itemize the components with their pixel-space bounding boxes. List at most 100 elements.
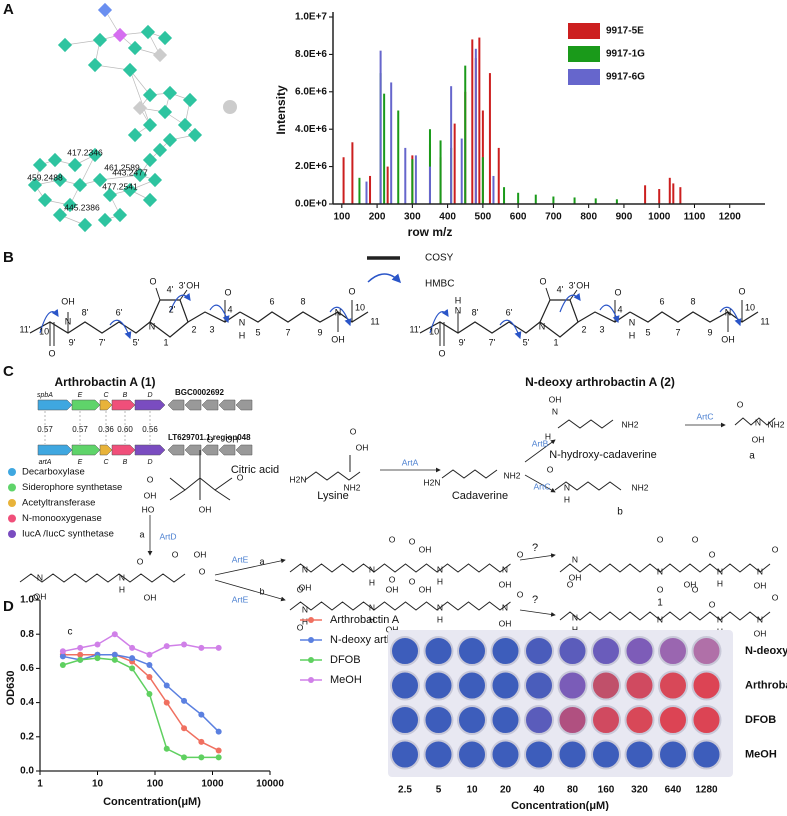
- atom-label: H: [564, 494, 570, 504]
- peak: [503, 187, 506, 204]
- atom-label: OH: [754, 580, 767, 590]
- well: [423, 739, 454, 770]
- reaction-arrow: [524, 439, 556, 463]
- well: [557, 705, 588, 735]
- network-node: [223, 100, 237, 114]
- series-line: [62, 633, 219, 656]
- point: [163, 699, 170, 706]
- hmbc-arrow: [499, 319, 522, 340]
- legend-dot: [8, 530, 16, 538]
- atom-label: N: [572, 554, 578, 564]
- ring: [149, 299, 189, 338]
- atom-label: N: [37, 572, 43, 582]
- hmbc-arrow: [599, 304, 620, 324]
- legend-label: Acetyltransferase: [22, 498, 95, 509]
- compound-label: c: [68, 627, 73, 638]
- atom-label: O: [567, 579, 574, 589]
- well: [490, 636, 521, 666]
- atom-label: OH: [186, 280, 200, 290]
- atom-label: 9': [69, 337, 76, 347]
- peak: [453, 123, 456, 204]
- atom-label: O: [297, 584, 304, 594]
- gene-arrow: [37, 399, 73, 411]
- compound-label: 1: [657, 598, 663, 609]
- peak: [414, 155, 417, 204]
- point: [181, 641, 188, 648]
- unknown-step: ?: [532, 542, 538, 554]
- atom-label: 11: [370, 316, 379, 326]
- well: [557, 739, 588, 770]
- hmbc-arrow: [39, 309, 59, 334]
- atom-label: OH: [419, 544, 432, 554]
- hmbc-legend: [367, 273, 402, 284]
- atom-label: H: [572, 624, 578, 634]
- atom-label: N: [369, 602, 375, 612]
- legend-marker: [308, 657, 314, 663]
- atom-label: N: [629, 317, 636, 327]
- well: [390, 739, 420, 770]
- atom-label: 5': [523, 337, 530, 347]
- network-node: [132, 167, 148, 183]
- peak: [464, 65, 467, 205]
- atom-label: H: [437, 576, 443, 586]
- well: [423, 705, 454, 735]
- x-tick-label: 10000: [256, 779, 284, 790]
- network-node: [97, 212, 113, 228]
- point: [77, 644, 84, 651]
- atom-label: N: [657, 614, 663, 624]
- atom-label: 7': [489, 337, 496, 347]
- column-label: 640: [665, 785, 682, 796]
- well: [557, 636, 588, 666]
- atom-label: O: [224, 287, 231, 297]
- peak: [428, 166, 431, 204]
- gene-name: B: [123, 459, 128, 466]
- gene-arrow: [184, 444, 202, 456]
- point: [181, 754, 188, 761]
- network-node: [187, 127, 203, 143]
- network-node: [47, 152, 63, 168]
- point: [198, 754, 205, 761]
- atom-label: O: [237, 472, 244, 482]
- x-axis-label: row m/z: [408, 225, 453, 239]
- unknown-step: ?: [532, 594, 538, 606]
- legend-swatch: [568, 69, 600, 85]
- cluster-id: LT629701.1.region048: [168, 433, 251, 442]
- gene-arrow: [184, 399, 202, 411]
- molecule-bond: [441, 469, 498, 479]
- column-label: 80: [567, 785, 579, 796]
- atom-label: NH2: [343, 482, 360, 492]
- atom-label: OH: [684, 579, 697, 589]
- atom-label: O: [438, 348, 445, 358]
- atom-label: O: [172, 549, 179, 559]
- y-axis-label: OD630: [5, 671, 17, 706]
- peak: [342, 157, 345, 204]
- point: [181, 725, 188, 732]
- reaction-arrow: [519, 553, 556, 561]
- network-node: [147, 172, 163, 188]
- network-node: [127, 40, 143, 56]
- identity: 0.60: [117, 425, 133, 434]
- well: [624, 705, 655, 735]
- x-tick-label: 1200: [719, 212, 742, 223]
- point: [94, 641, 101, 648]
- network-node: [142, 192, 158, 208]
- point: [163, 682, 170, 689]
- molecule-bond: [557, 419, 614, 429]
- x-tick-label: 800: [580, 212, 597, 223]
- gene-arrow: [167, 444, 185, 456]
- bond: [187, 311, 241, 323]
- atom-label: 4': [557, 284, 564, 294]
- y-tick-label: 0.4: [20, 697, 34, 708]
- atom-label: N: [455, 305, 462, 315]
- atom-label: 2: [581, 324, 586, 334]
- ring: [539, 299, 579, 338]
- y-tick-label: 0.6: [20, 663, 34, 674]
- enzyme-label: ArtD: [160, 531, 177, 541]
- atom-label: N: [539, 321, 546, 331]
- atom-label: N: [302, 604, 308, 614]
- point: [111, 656, 118, 663]
- compound-label: a: [749, 451, 755, 462]
- well: [691, 636, 722, 666]
- atom-label: H: [437, 614, 443, 624]
- hmbc-arrow: [559, 293, 581, 313]
